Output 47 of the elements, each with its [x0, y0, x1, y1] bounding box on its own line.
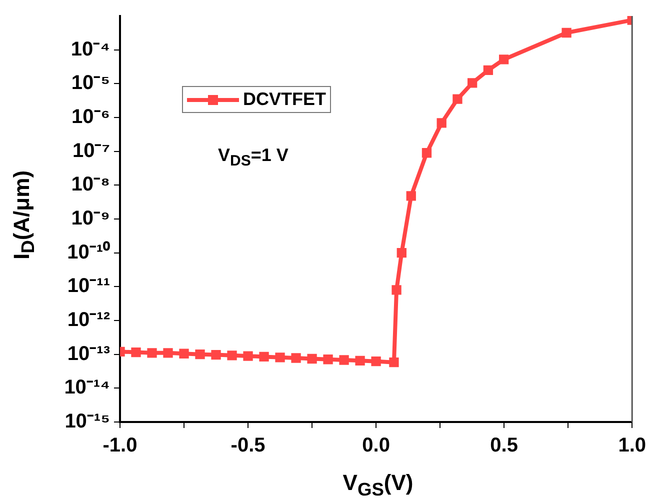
point — [392, 285, 402, 295]
point — [195, 350, 205, 360]
x-tick-label: 1.0 — [618, 434, 646, 457]
point — [243, 351, 253, 361]
point — [562, 28, 572, 38]
legend-label: DCVTFET — [243, 89, 326, 110]
point — [131, 347, 141, 358]
point — [498, 54, 509, 64]
point — [323, 354, 333, 364]
x-tick-label: -1.0 — [102, 434, 138, 457]
annotation: V$_{DS}$=1 V — [218, 145, 288, 170]
point — [452, 94, 462, 104]
x-tick-label: 0.5 — [490, 434, 518, 457]
point — [163, 348, 173, 358]
x-tick-label: -0.5 — [230, 434, 266, 457]
x-axis-title: V$_{GS}$(V) — [342, 470, 414, 500]
point — [436, 118, 446, 128]
y-tick-label: 10⁻⁹ — [71, 208, 110, 230]
point — [179, 348, 189, 358]
point — [227, 350, 237, 360]
x-tick-label: 0.0 — [362, 434, 390, 457]
y-tick-label: 10⁻⁴ — [70, 38, 110, 60]
point — [483, 65, 494, 76]
point — [371, 356, 381, 366]
point — [275, 352, 285, 362]
y-tick-label: 10⁻⁸ — [71, 174, 110, 196]
point — [406, 191, 416, 201]
point — [355, 356, 365, 366]
point — [467, 78, 478, 88]
y-tick-label: 10⁻⁵ — [71, 72, 110, 94]
y-tick-label: 10⁻¹¹ — [67, 275, 110, 298]
y-tick-label: 10⁻⁷ — [72, 140, 110, 162]
y-tick-label: 10⁻¹³ — [67, 342, 110, 365]
point — [339, 355, 349, 365]
y-tick-label: 10⁻¹² — [67, 309, 110, 332]
y-tick-label: 10⁻¹⁴ — [64, 376, 110, 399]
point — [147, 348, 157, 358]
point — [389, 358, 399, 368]
point — [422, 148, 432, 158]
point — [211, 350, 221, 360]
y-tick-label: 10⁻¹⁵ — [64, 410, 110, 433]
point — [307, 354, 317, 364]
point — [291, 353, 301, 363]
y-tick-label: 10⁻¹⁰ — [67, 240, 110, 264]
point — [396, 248, 406, 258]
y-tick-label: 10⁻⁶ — [72, 106, 110, 128]
point — [259, 352, 269, 362]
